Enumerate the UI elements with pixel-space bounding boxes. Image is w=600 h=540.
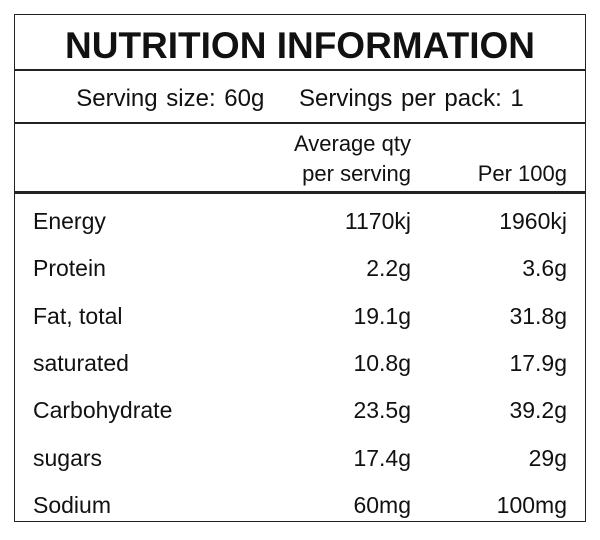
per-100g-value: 3.6g <box>522 255 567 282</box>
per-100g-value: 31.8g <box>509 302 567 329</box>
serving-info: Serving size: 60g Servings per pack: 1 <box>15 85 585 113</box>
per-serving-value: 17.4g <box>353 444 411 471</box>
per-100g-value: 100mg <box>496 491 567 518</box>
nutrient-label: Protein <box>33 255 106 282</box>
serving-size: Serving size: 60g <box>76 85 265 112</box>
per-serving-value: 23.5g <box>353 397 411 424</box>
per-100g-value: 17.9g <box>509 349 567 376</box>
per-100g-value: 29g <box>528 444 567 471</box>
column-header: Per 100g <box>477 161 567 186</box>
nutrient-label: Sodium <box>33 491 111 518</box>
per-serving-value: 19.1g <box>353 302 411 329</box>
per-100g-value: 1960kj <box>499 208 567 234</box>
nutrient-label: sugars <box>33 444 103 471</box>
divider <box>15 122 585 124</box>
header-line: Average qty <box>293 131 411 156</box>
header-line: per serving <box>302 161 411 186</box>
nutrient-label: saturated <box>33 349 129 376</box>
nutrition-panel: NUTRITION INFORMATION Serving size: 60g … <box>14 14 586 522</box>
per-serving-value: 10.8g <box>353 349 411 376</box>
divider <box>15 191 585 194</box>
per-serving-value: 60mg <box>353 491 411 518</box>
per-serving-value: 2.2g <box>366 255 411 282</box>
per-serving-value: 1170kj <box>344 208 411 234</box>
panel-title: NUTRITION INFORMATION <box>65 25 535 66</box>
nutrient-label: Energy <box>33 208 106 234</box>
per-100g-value: 39.2g <box>509 397 567 424</box>
column-header: Average qty per serving <box>294 129 411 189</box>
divider <box>15 69 585 71</box>
servings-per-pack: Servings per pack: 1 <box>299 85 524 112</box>
nutrient-label: Fat, total <box>33 302 123 329</box>
nutrient-label: Carbohydrate <box>33 397 173 424</box>
